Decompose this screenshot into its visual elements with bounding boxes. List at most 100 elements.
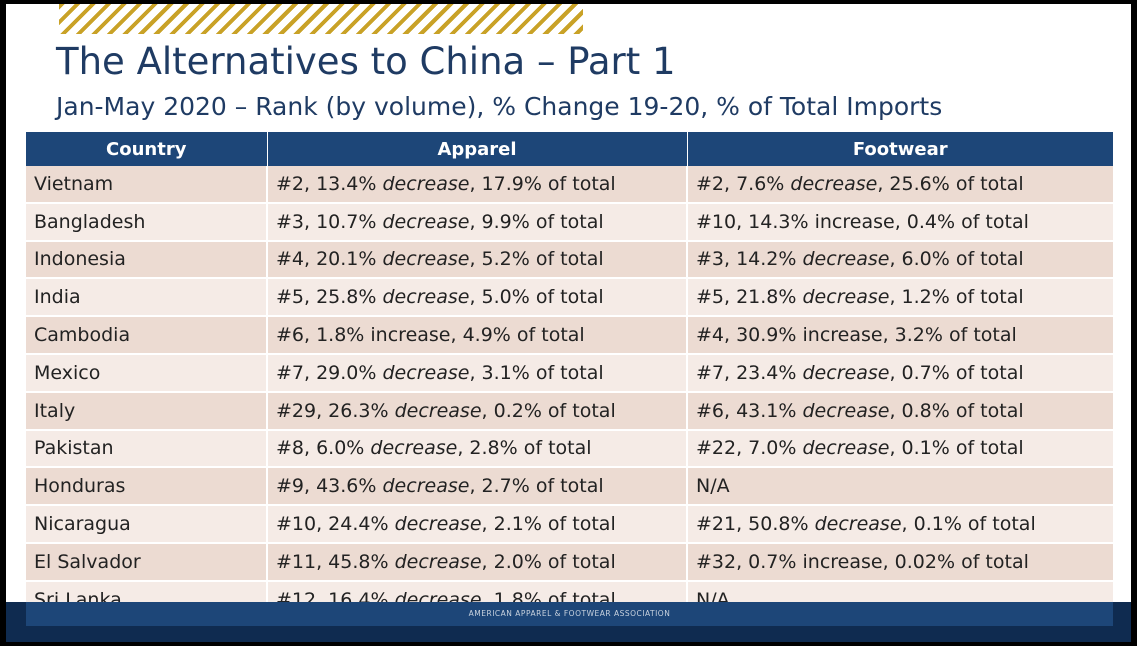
apparel-cell-rank: #9, 43.6% <box>276 475 377 498</box>
apparel-cell-share: , 0.2% of total <box>481 399 616 422</box>
country-cell: Honduras <box>26 467 268 507</box>
country-cell: Nicaragua <box>26 505 268 544</box>
footwear-cell-share: , 0.4% of total <box>894 210 1029 233</box>
header-apparel: Apparel <box>267 132 688 166</box>
footwear-cell-change: decrease <box>802 286 890 309</box>
apparel-cell-share: , 4.9% of total <box>450 324 585 347</box>
footwear-cell-share: , 6.0% of total <box>889 248 1024 271</box>
table-row: India #5, 25.8% decrease, 5.0% of total #5… <box>26 278 1113 318</box>
slide-subtitle: Jan-May 2020 – Rank (by volume), % Chang… <box>56 92 943 121</box>
apparel-cell-rank: #6, 1.8% <box>276 324 365 347</box>
footwear-cell: #2, 7.6% decrease, 25.6% of total <box>687 166 1113 204</box>
footwear-cell-change: decrease <box>802 399 890 422</box>
footwear-cell: #21, 50.8% decrease, 0.1% of total <box>687 505 1113 544</box>
apparel-cell: #4, 20.1% decrease, 5.2% of total <box>267 240 688 280</box>
apparel-cell-change: decrease <box>382 248 470 271</box>
country-cell: Indonesia <box>26 240 268 280</box>
footer-bar: AMERICAN APPAREL & FOOTWEAR ASSOCIATION <box>6 602 1131 642</box>
footwear-cell-change: decrease <box>802 437 890 460</box>
apparel-cell-change: decrease <box>382 172 470 195</box>
table-row: Honduras #9, 43.6% decrease, 2.7% of tota… <box>26 467 1113 507</box>
table-row: El Salvador #11, 45.8% decrease, 2.0% of … <box>26 542 1113 582</box>
apparel-cell: #2, 13.4% decrease, 17.9% of total <box>267 166 688 204</box>
imports-table: Country Apparel Footwear Vietnam #2, 13.4… <box>26 132 1113 620</box>
apparel-cell-rank: #29, 26.3% <box>276 399 389 422</box>
apparel-cell-share: , 5.2% of total <box>469 248 604 271</box>
apparel-cell: #11, 45.8% decrease, 2.0% of total <box>267 542 688 582</box>
apparel-cell-share: , 17.9% of total <box>469 172 616 195</box>
country-cell: Vietnam <box>26 166 268 204</box>
header-country: Country <box>26 132 268 166</box>
footwear-cell: N/A <box>687 467 1113 507</box>
apparel-cell-share: , 2.1% of total <box>481 513 616 536</box>
country-cell: Bangladesh <box>26 202 268 242</box>
header-footwear: Footwear <box>687 132 1113 166</box>
apparel-cell-change: decrease <box>394 399 482 422</box>
apparel-cell-share: , 2.7% of total <box>469 475 604 498</box>
table-row: Mexico #7, 29.0% decrease, 3.1% of total #… <box>26 353 1113 393</box>
apparel-cell-change: decrease <box>394 550 482 573</box>
country-cell: Mexico <box>26 353 268 393</box>
footwear-cell-rank: #22, 7.0% <box>696 437 797 460</box>
apparel-cell-change: decrease <box>382 475 470 498</box>
footwear-cell-rank: #32, 0.7% <box>696 550 797 573</box>
apparel-cell-rank: #5, 25.8% <box>276 286 377 309</box>
footwear-cell: #3, 14.2% decrease, 6.0% of total <box>687 240 1113 280</box>
footwear-cell: #32, 0.7% increase, 0.02% of total <box>687 542 1113 582</box>
table-row: Pakistan #8, 6.0% decrease, 2.8% of total… <box>26 429 1113 469</box>
table-row: Bangladesh #3, 10.7% decrease, 9.9% of to… <box>26 202 1113 242</box>
apparel-cell-rank: #11, 45.8% <box>276 550 389 573</box>
footwear-cell: #10, 14.3% increase, 0.4% of total <box>687 202 1113 242</box>
apparel-cell-share: , 3.1% of total <box>469 361 604 384</box>
apparel-cell: #6, 1.8% increase, 4.9% of total <box>267 316 688 355</box>
table-row: Nicaragua #10, 24.4% decrease, 2.1% of to… <box>26 505 1113 544</box>
apparel-cell: #10, 24.4% decrease, 2.1% of total <box>267 505 688 544</box>
table-row: Vietnam #2, 13.4% decrease, 17.9% of tota… <box>26 166 1113 204</box>
apparel-cell-rank: #10, 24.4% <box>276 513 389 536</box>
apparel-cell-change: decrease <box>382 286 470 309</box>
footwear-cell-rank: #7, 23.4% <box>696 361 797 384</box>
apparel-cell: #8, 6.0% decrease, 2.8% of total <box>267 429 688 469</box>
apparel-cell-share: , 2.0% of total <box>481 550 616 573</box>
footwear-cell-rank: #6, 43.1% <box>696 399 797 422</box>
footwear-cell-text: N/A <box>696 475 730 498</box>
apparel-cell-rank: #4, 20.1% <box>276 248 377 271</box>
footwear-cell-rank: #10, 14.3% <box>696 210 809 233</box>
footwear-cell: #7, 23.4% decrease, 0.7% of total <box>687 353 1113 393</box>
footwear-cell: #5, 21.8% decrease, 1.2% of total <box>687 278 1113 318</box>
apparel-cell: #7, 29.0% decrease, 3.1% of total <box>267 353 688 393</box>
table-body: Vietnam #2, 13.4% decrease, 17.9% of tota… <box>26 166 1113 620</box>
apparel-cell-change: decrease <box>382 210 470 233</box>
apparel-cell-change: decrease <box>382 361 470 384</box>
footwear-cell-rank: #21, 50.8% <box>696 513 809 536</box>
table-row: Cambodia #6, 1.8% increase, 4.9% of total… <box>26 316 1113 355</box>
country-cell: Italy <box>26 391 268 431</box>
apparel-cell: #5, 25.8% decrease, 5.0% of total <box>267 278 688 318</box>
apparel-cell: #3, 10.7% decrease, 9.9% of total <box>267 202 688 242</box>
footwear-cell: #6, 43.1% decrease, 0.8% of total <box>687 391 1113 431</box>
footwear-cell-change: decrease <box>802 248 890 271</box>
footwear-cell: #4, 30.9% increase, 3.2% of total <box>687 316 1113 355</box>
apparel-cell-rank: #3, 10.7% <box>276 210 377 233</box>
country-cell: El Salvador <box>26 542 268 582</box>
apparel-cell-change: decrease <box>370 437 458 460</box>
country-cell: Cambodia <box>26 316 268 355</box>
apparel-cell-share: , 2.8% of total <box>457 437 592 460</box>
footwear-cell-change: decrease <box>802 361 890 384</box>
footer-logo: AMERICAN APPAREL & FOOTWEAR ASSOCIATION <box>26 602 1113 626</box>
apparel-cell-share: , 5.0% of total <box>469 286 604 309</box>
apparel-cell: #29, 26.3% decrease, 0.2% of total <box>267 391 688 431</box>
decorative-stripes <box>59 4 583 34</box>
apparel-cell-change: increase <box>370 324 451 347</box>
slide: The Alternatives to China – Part 1 Jan-M… <box>6 4 1131 642</box>
footwear-cell-share: , 0.7% of total <box>889 361 1024 384</box>
footwear-cell-rank: #3, 14.2% <box>696 248 797 271</box>
footwear-cell: #22, 7.0% decrease, 0.1% of total <box>687 429 1113 469</box>
footwear-cell-change: decrease <box>814 513 902 536</box>
footwear-cell-change: increase <box>814 210 895 233</box>
apparel-cell: #9, 43.6% decrease, 2.7% of total <box>267 467 688 507</box>
country-cell: India <box>26 278 268 318</box>
country-cell: Pakistan <box>26 429 268 469</box>
footwear-cell-rank: #4, 30.9% <box>696 324 797 347</box>
footwear-cell-share: , 3.2% of total <box>882 324 1017 347</box>
